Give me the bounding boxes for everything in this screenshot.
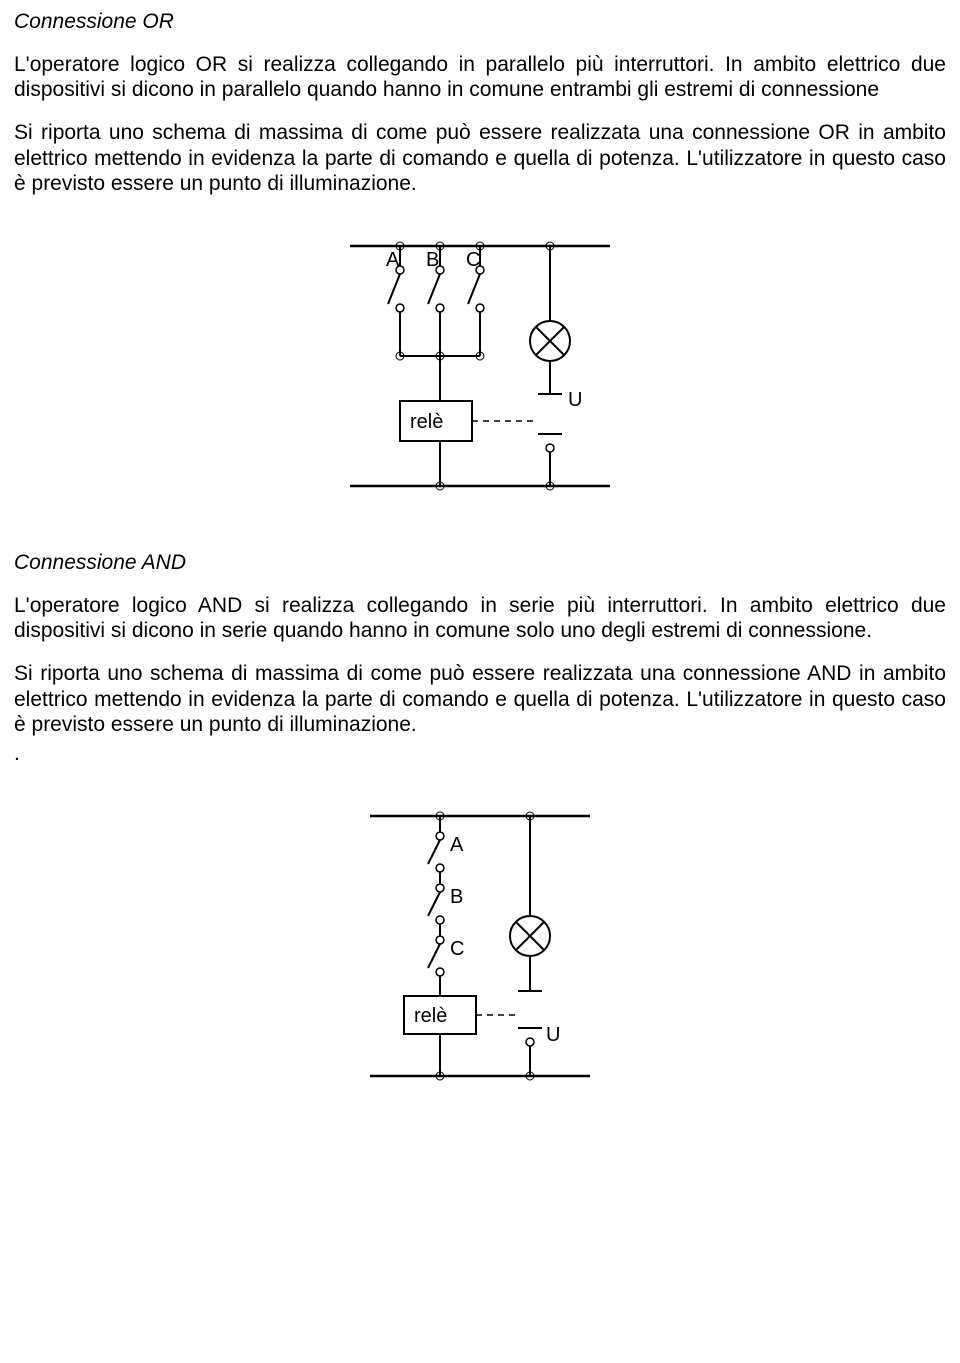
- label-c: C: [466, 249, 480, 271]
- label-b2: B: [450, 886, 463, 908]
- section-heading-or: Connessione OR: [14, 10, 946, 34]
- label-a2: A: [450, 834, 464, 856]
- label-u-2: U: [546, 1024, 560, 1046]
- label-rele-2: relè: [414, 1005, 447, 1027]
- label-a: A: [386, 249, 400, 271]
- paragraph-or-2: Si riporta uno schema di massima di come…: [14, 120, 946, 196]
- paragraph-or-1: L'operatore logico OR si realizza colleg…: [14, 52, 946, 102]
- section-heading-and: Connessione AND: [14, 551, 946, 575]
- circuit-and-svg: A B C relè U: [350, 796, 610, 1096]
- paragraph-and-2: Si riporta uno schema di massima di come…: [14, 661, 946, 737]
- diagram-or: A B C relè U: [14, 226, 946, 511]
- label-rele-1: relè: [410, 411, 443, 433]
- paragraph-and-3: .: [14, 741, 946, 766]
- label-b: B: [426, 249, 439, 271]
- paragraph-and-1: L'operatore logico AND si realizza colle…: [14, 593, 946, 643]
- circuit-or-svg: A B C relè U: [330, 226, 630, 506]
- diagram-and: A B C relè U: [14, 796, 946, 1101]
- label-c2: C: [450, 938, 464, 960]
- label-u-1: U: [568, 389, 582, 411]
